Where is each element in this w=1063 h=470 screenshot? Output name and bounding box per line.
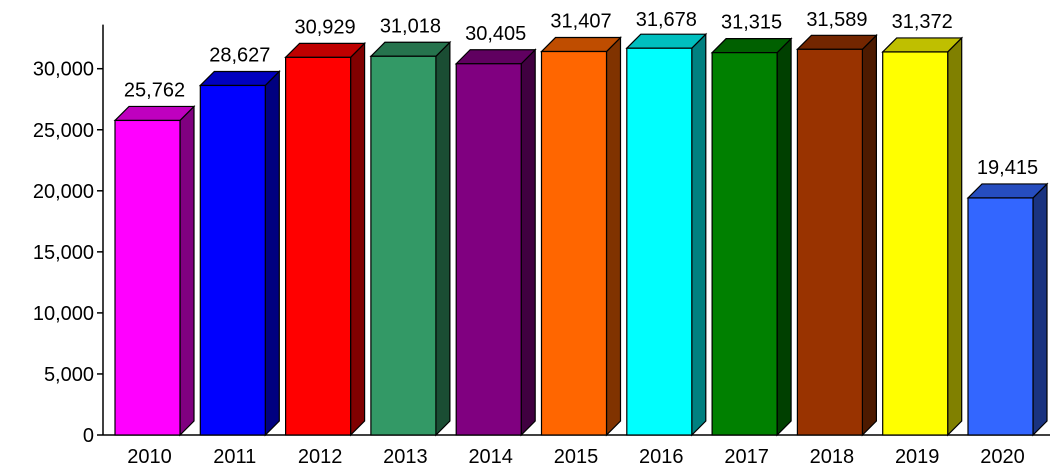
bar-top bbox=[369, 41, 452, 57]
bar-front bbox=[370, 55, 437, 436]
x-tick-label: 2012 bbox=[298, 446, 343, 468]
bar-front bbox=[455, 63, 522, 436]
bar-2011 bbox=[198, 70, 281, 437]
bar-front bbox=[285, 56, 352, 436]
bar-2015 bbox=[540, 36, 622, 437]
data-label: 25,762 bbox=[124, 79, 185, 101]
bar-side bbox=[179, 104, 195, 437]
x-tick-label: 2020 bbox=[980, 446, 1025, 468]
data-label: 31,018 bbox=[380, 15, 441, 37]
y-tick-label: 0 bbox=[83, 425, 94, 447]
bar-2014 bbox=[454, 48, 537, 437]
y-tick-label: 15,000 bbox=[33, 242, 94, 264]
bar-top bbox=[881, 37, 964, 53]
chart-bars bbox=[113, 32, 1049, 437]
bar-front bbox=[626, 47, 693, 436]
data-label: 31,315 bbox=[721, 12, 782, 34]
x-tick-label: 2013 bbox=[383, 446, 428, 468]
bar-front bbox=[540, 50, 608, 436]
bar-front bbox=[796, 48, 864, 436]
x-tick-label: 2014 bbox=[468, 446, 513, 468]
data-label: 30,929 bbox=[295, 16, 356, 38]
bar-front bbox=[199, 84, 266, 436]
bar-top bbox=[113, 105, 196, 122]
x-tick-label: 2016 bbox=[639, 446, 684, 468]
bar-2019 bbox=[881, 36, 964, 437]
bar-side bbox=[520, 48, 536, 437]
bar-front bbox=[711, 52, 778, 436]
y-tick-label: 25,000 bbox=[33, 120, 94, 142]
y-tick-label: 30,000 bbox=[33, 59, 94, 81]
bar-top bbox=[454, 49, 537, 65]
bar-side bbox=[605, 36, 622, 437]
bar-front bbox=[882, 51, 949, 436]
bar-side bbox=[776, 37, 792, 437]
bar-side bbox=[1032, 182, 1048, 437]
x-tick-label: 2011 bbox=[213, 446, 256, 468]
bar-top bbox=[966, 183, 1049, 199]
bar-2016 bbox=[625, 32, 708, 437]
data-label: 30,405 bbox=[465, 23, 526, 45]
data-label: 31,678 bbox=[636, 9, 697, 31]
bar-side bbox=[435, 40, 451, 437]
x-tick-label: 2015 bbox=[554, 446, 599, 468]
bar-top bbox=[198, 70, 281, 87]
bar-2018 bbox=[795, 33, 878, 437]
bar-side bbox=[350, 41, 366, 437]
data-label: 19,415 bbox=[977, 157, 1038, 179]
data-label: 31,407 bbox=[550, 11, 611, 33]
bar-side bbox=[861, 33, 878, 437]
bar-2012 bbox=[284, 41, 367, 437]
bar-2013 bbox=[369, 40, 452, 437]
bar-side bbox=[691, 32, 707, 437]
y-axis-ticks: 0 5,000 10,000 15,000 20,000 25,000 30,000 bbox=[33, 59, 103, 447]
data-labels: 25,762 28,627 30,929 31,018 30,405 31,407 31,6… bbox=[124, 9, 1038, 179]
bar-2017 bbox=[710, 37, 793, 437]
bar-front bbox=[114, 119, 181, 436]
y-tick-label: 20,000 bbox=[33, 181, 94, 203]
bar-top bbox=[795, 34, 878, 50]
bar-top bbox=[540, 36, 622, 53]
bar-2020 bbox=[966, 182, 1049, 437]
data-label: 31,372 bbox=[892, 11, 953, 33]
y-tick-label: 5,000 bbox=[44, 364, 94, 386]
bar-top bbox=[284, 42, 367, 58]
x-tick-label: 2018 bbox=[810, 446, 855, 468]
x-tick-label: 2019 bbox=[895, 446, 940, 468]
data-label: 28,627 bbox=[209, 44, 270, 66]
bar-side bbox=[947, 36, 963, 437]
x-tick-label: 2010 bbox=[127, 446, 172, 468]
bar-top bbox=[625, 33, 708, 49]
x-axis-ticks: 2010 2011 2012 2013 2014 2015 2016 2017 2018 2019… bbox=[127, 446, 1025, 468]
data-label: 31,589 bbox=[806, 9, 867, 31]
y-tick-label: 10,000 bbox=[33, 303, 94, 325]
bar-side bbox=[264, 70, 280, 437]
bar-front bbox=[967, 197, 1034, 436]
x-tick-label: 2017 bbox=[724, 446, 769, 468]
bar-top bbox=[710, 38, 793, 54]
bar-2010 bbox=[113, 104, 196, 437]
